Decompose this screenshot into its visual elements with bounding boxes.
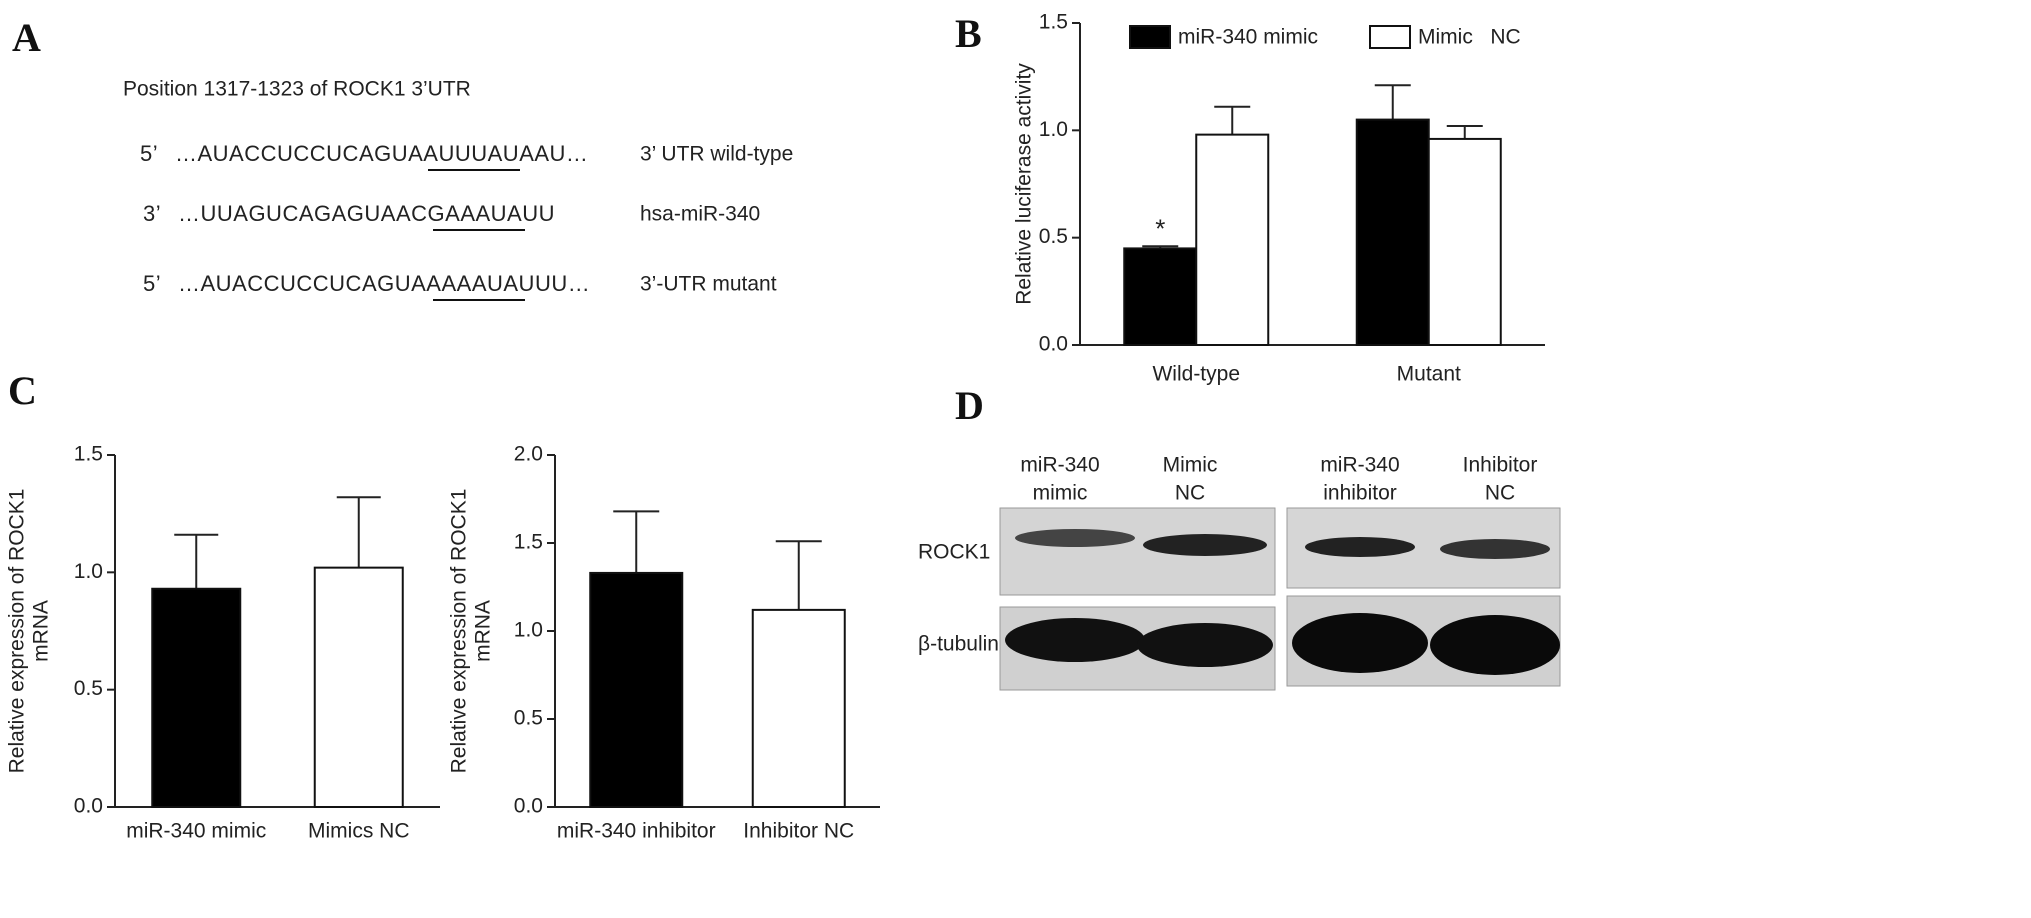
- y-axis-label: Relative expression of ROCK1: [6, 489, 29, 774]
- lane-label: inhibitor: [1323, 482, 1397, 505]
- y-tick-label: 1.0: [514, 619, 543, 642]
- panel-label: D: [955, 383, 984, 428]
- y-tick-label: 1.5: [74, 443, 103, 466]
- sequence: …AUACCUCCUCAGUAAAAAUAUUU…: [178, 271, 590, 296]
- y-axis-label: mRNA: [472, 600, 495, 662]
- lane-label: NC: [1175, 482, 1205, 505]
- y-tick-label: 0.0: [1039, 333, 1068, 356]
- bar: [1355, 118, 1430, 346]
- x-tick-label: Inhibitor NC: [743, 820, 854, 843]
- legend-swatch: [1369, 25, 1411, 49]
- lane-label: Mimic: [1163, 454, 1218, 477]
- sequence-label: 3’-UTR mutant: [640, 273, 777, 296]
- significance-mark: *: [1155, 213, 1165, 243]
- y-tick-label: 1.5: [1039, 11, 1068, 34]
- strand-end: 5’: [140, 141, 158, 166]
- protein-label: β-tubulin: [918, 633, 999, 656]
- sequence-title: Position 1317-1323 of ROCK1 3’UTR: [123, 78, 471, 101]
- bar: [151, 587, 242, 809]
- x-tick-label: Mimics NC: [308, 820, 409, 843]
- y-tick-label: 0.5: [74, 677, 103, 700]
- y-tick-label: 0.5: [1039, 225, 1068, 248]
- protein-label: ROCK1: [918, 541, 990, 564]
- lane-label: miR-340: [1320, 454, 1399, 477]
- lane-label: NC: [1485, 482, 1515, 505]
- y-tick-label: 2.0: [514, 443, 543, 466]
- lane-label: miR-340: [1020, 454, 1099, 477]
- y-tick-label: 0.0: [514, 795, 543, 818]
- x-tick-label: miR-340 mimic: [126, 820, 266, 843]
- sequence-label: 3’ UTR wild-type: [640, 143, 793, 166]
- panel-label: B: [955, 11, 982, 56]
- legend-label: miR-340 mimic: [1178, 26, 1318, 49]
- y-axis-label: Relative expression of ROCK1: [448, 489, 471, 774]
- y-axis-label: Relative luciferase activity: [1013, 63, 1036, 305]
- bar: [313, 566, 404, 809]
- y-tick-label: 0.0: [74, 795, 103, 818]
- y-tick-label: 1.0: [74, 560, 103, 583]
- bar: [1123, 247, 1198, 346]
- y-tick-label: 1.5: [514, 531, 543, 554]
- y-axis-label: mRNA: [30, 600, 53, 662]
- y-tick-label: 1.0: [1039, 118, 1068, 141]
- bar: [1427, 137, 1502, 346]
- panel-label: A: [12, 15, 41, 60]
- x-tick-label: Wild-type: [1152, 363, 1240, 386]
- bar: [589, 571, 684, 808]
- x-tick-label: Mutant: [1397, 363, 1461, 386]
- bar: [1195, 133, 1270, 346]
- sequence: …AUACCUCCUCAGUAAUUUAUAAU…: [175, 141, 588, 166]
- panel-label: C: [8, 368, 37, 413]
- y-tick-label: 0.5: [514, 707, 543, 730]
- legend-label: Mimic NC: [1418, 26, 1521, 49]
- strand-end: 3’: [143, 201, 161, 226]
- strand-end: 5’: [143, 271, 161, 296]
- sequence-label: hsa-miR-340: [640, 203, 760, 226]
- bar: [751, 608, 846, 808]
- sequence: …UUAGUCAGAGUAACGAAAUAUU: [178, 201, 555, 226]
- blot-image: [999, 507, 1561, 691]
- lane-label: mimic: [1033, 482, 1088, 505]
- lane-label: Inhibitor: [1463, 454, 1538, 477]
- legend-swatch: [1129, 25, 1171, 49]
- x-tick-label: miR-340 inhibitor: [557, 820, 716, 843]
